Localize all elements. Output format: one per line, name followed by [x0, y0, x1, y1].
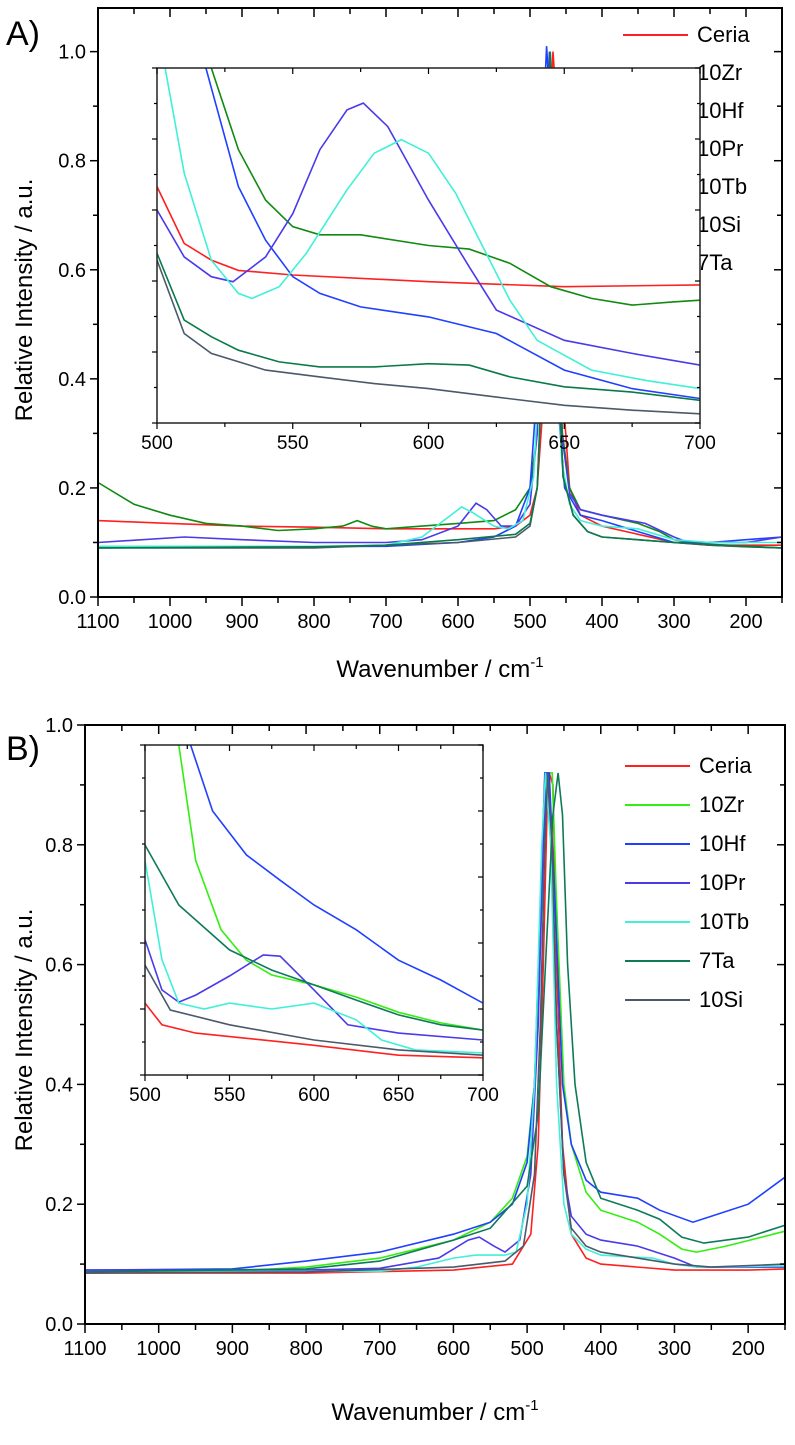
series-line-10zr [97, 51, 783, 549]
series-line-7ta [84, 772, 786, 1273]
panel-b: 1100 1000 900 800 700 600 500 400 300 200 0.0 0.2 0.… [6, 715, 786, 1426]
inset-plot: 500 550 600 650 700 [129, 744, 499, 1106]
y-tick-label: 0.2 [45, 1194, 73, 1216]
x-tick-label: 500 [513, 611, 546, 633]
x-tick-label: 600 [437, 1338, 470, 1360]
x-tick-label: 400 [585, 611, 618, 633]
legend-item-ceria: Ceria [623, 22, 750, 47]
x-tick-label: 300 [657, 611, 690, 633]
plot-frame [97, 7, 783, 598]
legend-item-10si: 10Si [625, 987, 743, 1012]
inset-series-line-ceria [145, 1002, 483, 1059]
series-line-10zr [84, 772, 786, 1273]
inset-x-tick-label: 500 [141, 433, 173, 454]
inset-series-line-10pr [157, 102, 700, 366]
inset-series-line-10zr [210, 68, 700, 306]
legend: Ceria 10Zr 10Hf 10Pr 10Tb 7Ta 10Si [625, 753, 752, 1012]
inset-plot: 500 550 600 650 700 [141, 67, 716, 454]
legend-label: 10Zr [697, 60, 742, 85]
y-tick-label: 0.4 [45, 1074, 73, 1096]
inset-x-tick-label: 550 [214, 1085, 246, 1106]
x-tick-label: 1000 [148, 611, 193, 633]
series-line-10pr [85, 772, 785, 1271]
y-tick-label: 0.0 [58, 587, 86, 609]
y-tick-label: 0.6 [45, 955, 73, 977]
series-line-ceria [85, 772, 786, 1274]
inset-x-tick-label: 500 [129, 1085, 161, 1106]
y-tick-label: 0.8 [45, 835, 73, 857]
inset-series-line-10tb [164, 68, 700, 390]
inset-series-line-10zr [178, 745, 483, 1031]
legend-label: 10Pr [699, 870, 745, 895]
inset-series-line-10si [157, 259, 700, 415]
x-tick-label: 1000 [136, 1338, 181, 1360]
panel-a: 1100 1000 900 800 700 600 500 400 300 200 0.0 0.2 0.… [6, 7, 783, 683]
inset-x-tick-label: 700 [467, 1085, 499, 1106]
inset-series-line-ceria [157, 186, 700, 288]
legend-label: Ceria [699, 753, 752, 778]
legend-item-10tb: 10Tb [625, 909, 749, 934]
inset-series-line-10hf [189, 745, 483, 1004]
series-line-10hf [84, 772, 786, 1271]
x-tick-label: 900 [216, 1338, 249, 1360]
legend-label: 10Si [699, 987, 743, 1012]
series-line-10si [84, 772, 786, 1274]
inset-x-tick-label: 550 [277, 433, 309, 454]
legend-item-10pr: 10Pr [625, 870, 745, 895]
legend-label: 7Ta [699, 948, 735, 973]
inset-x-tick-label: 700 [684, 433, 716, 454]
x-tick-label: 700 [363, 1338, 396, 1360]
inset-x-tick-label: 600 [413, 433, 445, 454]
x-tick-label: 400 [584, 1338, 617, 1360]
y-tick-label: 0.0 [45, 1314, 73, 1336]
y-tick-label: 0.6 [58, 260, 86, 282]
legend-label: 10Tb [697, 174, 747, 199]
x-axis-title: Wavenumber / cm-1 [336, 654, 543, 683]
inset-series-line-10hf [205, 68, 700, 400]
legend-item-10zr: 10Zr [625, 792, 744, 817]
x-tick-label: 700 [369, 611, 402, 633]
x-tick-label: 600 [441, 611, 474, 633]
x-tick-label: 800 [289, 1338, 322, 1360]
x-tick-label: 1100 [63, 1338, 106, 1360]
legend-item-10hf: 10Hf [625, 831, 746, 856]
inset-series-line-10si [145, 964, 483, 1056]
x-tick-label: 300 [658, 1338, 691, 1360]
inset-x-tick-label: 650 [383, 1085, 415, 1106]
x-tick-label: 500 [510, 1338, 543, 1360]
legend-label: 10Pr [697, 136, 743, 161]
legend-label: 7Ta [697, 250, 733, 275]
legend-label: 10Si [697, 212, 741, 237]
inset-series-line-10tb [145, 860, 483, 1054]
x-tick-label: 200 [729, 611, 762, 633]
x-tick-label: 200 [731, 1338, 764, 1360]
inset-series-line-7ta [157, 252, 700, 402]
legend-label: 10Hf [699, 831, 746, 856]
panel-label: B) [6, 730, 40, 768]
y-tick-label: 0.4 [58, 369, 86, 391]
legend-label: 10Hf [697, 98, 744, 123]
y-axis-title: Relative Intensity / a.u. [11, 909, 38, 1152]
inset-series-line-7ta [145, 844, 483, 1031]
inset-x-tick-label: 600 [298, 1085, 330, 1106]
y-tick-label: 0.2 [58, 478, 86, 500]
x-tick-label: 1100 [76, 611, 119, 633]
y-tick-label: 1.0 [58, 42, 86, 64]
legend-label: 10Zr [699, 792, 744, 817]
y-axis-title: Relative Intensity / a.u. [11, 179, 38, 422]
y-tick-label: 0.8 [58, 151, 86, 173]
x-axis-title: Wavenumber / cm-1 [331, 1397, 538, 1426]
y-tick-label: 1.0 [45, 715, 73, 737]
legend-label: 10Tb [699, 909, 749, 934]
legend-item-7ta: 7Ta [625, 948, 735, 973]
panel-label: A) [6, 15, 40, 53]
inset-x-tick-label: 650 [548, 433, 580, 454]
inset-background [145, 745, 483, 1075]
x-tick-label: 900 [225, 611, 258, 633]
x-tick-label: 800 [297, 611, 330, 633]
legend-item-ceria: Ceria [625, 753, 752, 778]
legend-label: Ceria [697, 22, 750, 47]
